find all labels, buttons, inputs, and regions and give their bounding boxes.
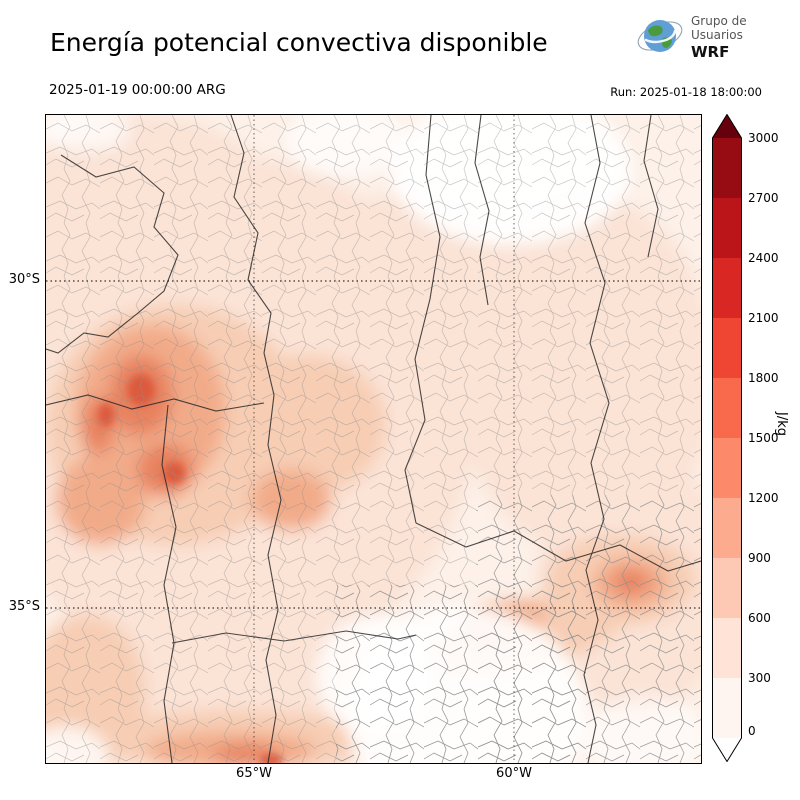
latitude-label-30s: 30°S [8, 272, 40, 287]
graticule [46, 115, 701, 763]
colorbar-tick-label: 900 [748, 551, 771, 565]
logo-org-line2: Usuarios [691, 27, 743, 42]
cape-map [45, 114, 702, 764]
valid-time-label: 2025-01-19 00:00:00 ARG [49, 82, 226, 98]
colorbar-over-triangle [712, 114, 742, 138]
colorbar-unit-label: J/kg [774, 412, 789, 436]
colorbar-tick-label: 1500 [748, 431, 779, 445]
province-boundaries [46, 115, 701, 763]
logo-wrf-label: WRF [691, 42, 730, 61]
colorbar-tick-label: 1800 [748, 371, 779, 385]
colorbar-outline [712, 113, 742, 763]
longitude-label-65w: 65°W [236, 766, 272, 781]
globe-icon [636, 12, 684, 64]
colorbar-tick-label: 300 [748, 671, 771, 685]
colorbar-tick-label: 600 [748, 611, 771, 625]
cape-map-canvas [46, 115, 701, 763]
colorbar-tick-label: 3000 [748, 131, 779, 145]
run-time-label: Run: 2025-01-18 18:00:00 [610, 85, 762, 99]
wrf-logo: Grupo de Usuarios WRF [636, 12, 747, 64]
colorbar-under-triangle [712, 738, 742, 762]
page-title: Energía potencial convectiva disponible [50, 28, 548, 57]
colorbar-tick-label: 2100 [748, 311, 779, 325]
colorbar-tick-label: 0 [748, 724, 756, 738]
colorbar-tick-label: 2700 [748, 191, 779, 205]
longitude-label-60w: 60°W [496, 766, 532, 781]
colorbar-segments [712, 138, 742, 738]
department-boundaries [46, 115, 701, 763]
logo-org-line1: Grupo de [691, 14, 747, 29]
latitude-label-35s: 35°S [8, 599, 40, 614]
colorbar-tick-label: 1200 [748, 491, 779, 505]
colorbar-tick-label: 2400 [748, 251, 779, 265]
colorbar [712, 113, 742, 763]
